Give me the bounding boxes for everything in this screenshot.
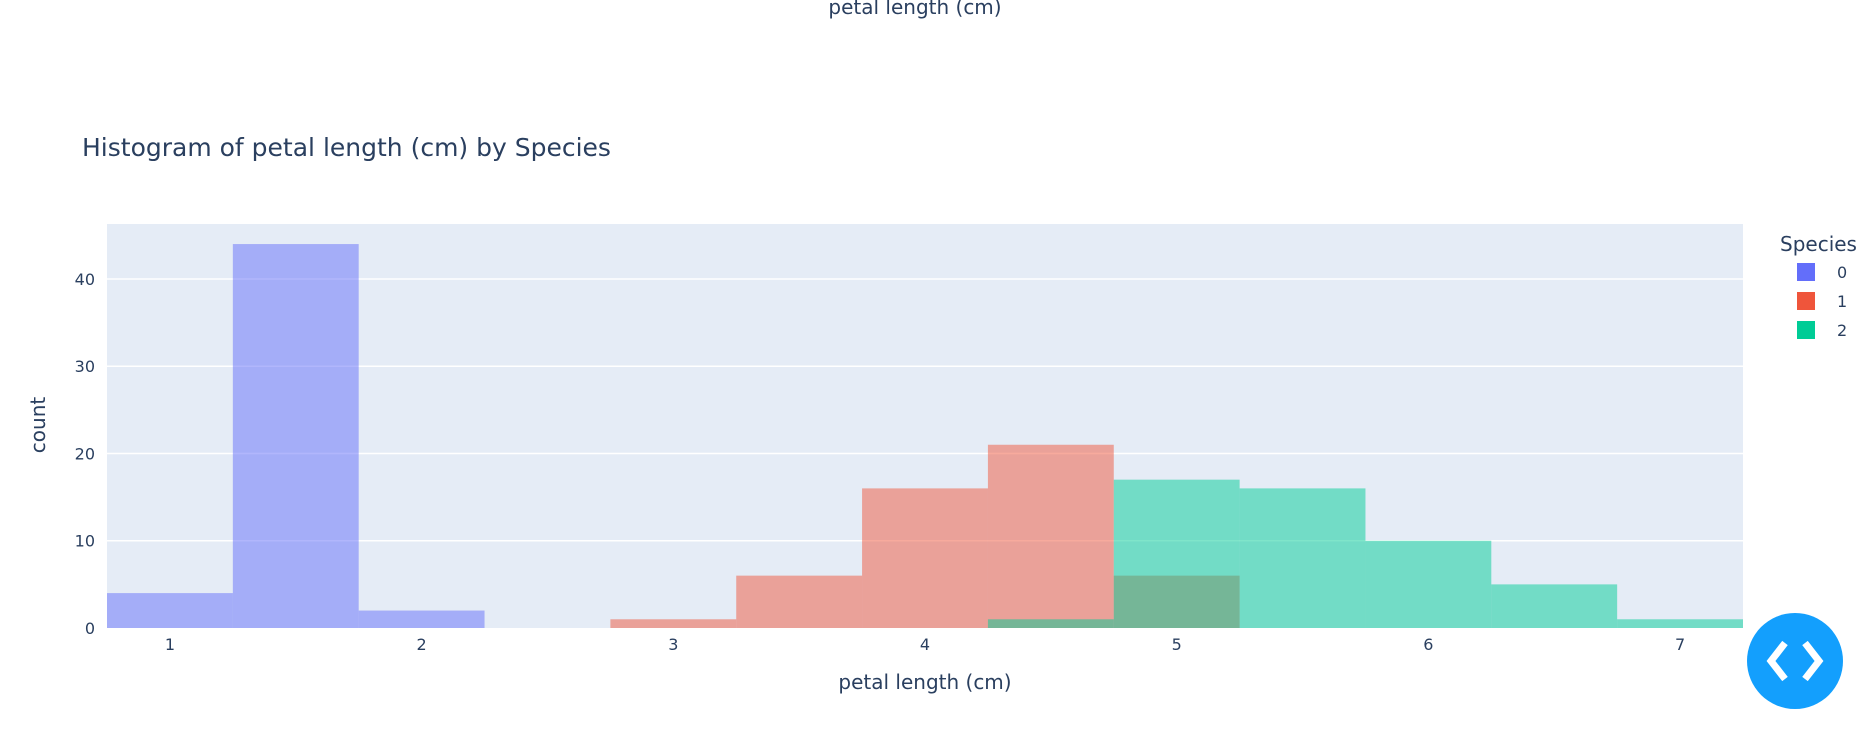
code-brackets-icon (1766, 640, 1824, 682)
legend-item-species-0[interactable]: 0 (1797, 263, 1847, 282)
legend-item-species-2[interactable]: 2 (1797, 321, 1847, 340)
y-tick-label: 30 (75, 357, 95, 376)
legend-title: Species (1780, 232, 1857, 256)
histogram-bar-species-2 (1617, 619, 1743, 628)
x-tick-label: 7 (1675, 635, 1685, 654)
x-tick-label: 5 (1172, 635, 1182, 654)
y-tick-label: 10 (75, 532, 95, 551)
legend-label: 0 (1837, 263, 1847, 282)
x-tick-label: 6 (1423, 635, 1433, 654)
histogram-bar-species-0 (358, 610, 485, 628)
x-tick-label: 2 (417, 635, 427, 654)
y-tick-label: 20 (75, 444, 95, 463)
bars (107, 244, 1743, 629)
y-axis-ticks: 0 10 20 30 40 (75, 270, 95, 638)
legend-swatch (1797, 292, 1815, 310)
histogram-bar-species-2 (987, 619, 1114, 628)
y-tick-label: 40 (75, 270, 95, 289)
histogram-bar-species-2 (1365, 540, 1492, 628)
y-axis-title: count (26, 397, 50, 454)
histogram-bar-species-2 (1491, 584, 1618, 628)
legend: Species 0 1 2 (1780, 232, 1857, 340)
histogram-bar-species-1 (987, 444, 1114, 628)
histogram-bar-species-2 (1113, 479, 1240, 628)
cut-off-axis-title: petal length (cm) (828, 0, 1001, 19)
legend-swatch (1797, 321, 1815, 339)
legend-label: 2 (1837, 321, 1847, 340)
histogram-bar-species-1 (610, 619, 737, 628)
x-tick-label: 1 (165, 635, 175, 654)
x-axis-title: petal length (cm) (838, 670, 1011, 694)
x-axis-ticks: 1 2 3 4 5 6 7 (165, 635, 1685, 654)
histogram-bar-species-0 (232, 244, 359, 629)
histogram-bar-species-1 (862, 488, 988, 628)
histogram-bar-species-2 (1239, 488, 1366, 628)
histogram-bar-species-0 (107, 593, 233, 628)
legend-swatch (1797, 263, 1815, 281)
histogram-bar-species-1 (736, 575, 863, 628)
y-tick-label: 0 (85, 619, 95, 638)
x-tick-label: 3 (668, 635, 678, 654)
legend-item-species-1[interactable]: 1 (1797, 292, 1847, 311)
legend-label: 1 (1837, 292, 1847, 311)
x-tick-label: 4 (920, 635, 930, 654)
code-toggle-button[interactable] (1747, 613, 1843, 709)
chart-title: Histogram of petal length (cm) by Specie… (82, 133, 611, 162)
